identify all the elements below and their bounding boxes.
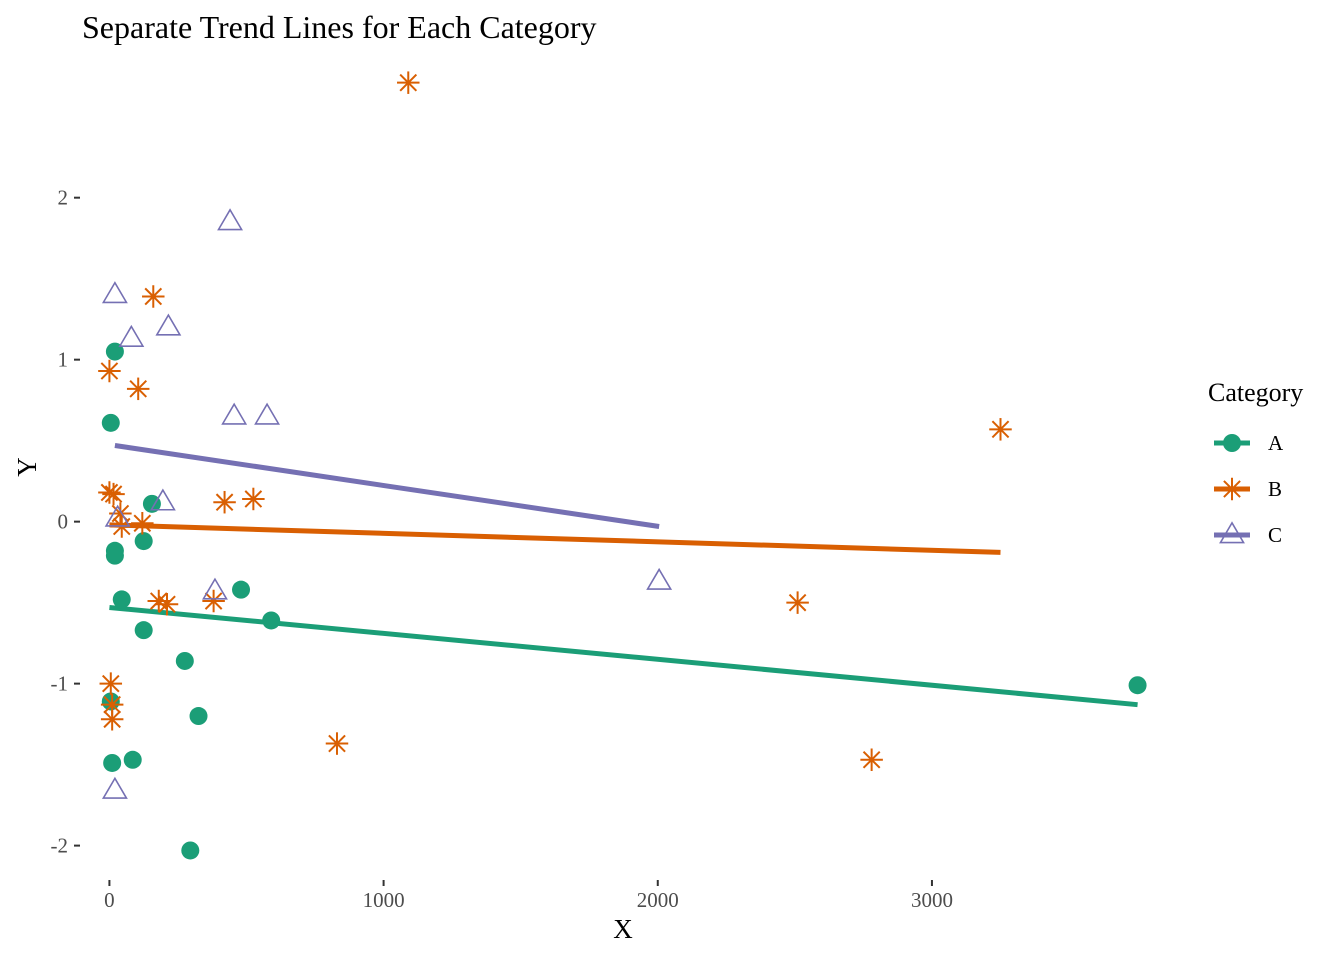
point-a	[262, 611, 281, 630]
point-c	[118, 324, 145, 347]
point-c	[221, 402, 248, 425]
legend-label: A	[1268, 431, 1284, 455]
point-b	[126, 377, 150, 401]
point-b	[98, 359, 121, 383]
chart-title: Separate Trend Lines for Each Category	[82, 9, 597, 45]
point-b	[155, 593, 179, 616]
point-b	[989, 418, 1012, 441]
point-a	[189, 707, 208, 726]
point-a	[105, 342, 124, 361]
legend-key-marker	[1223, 434, 1241, 452]
x-axis-title: X	[613, 914, 633, 944]
point-a	[101, 413, 120, 432]
x-tick-label: 3000	[911, 888, 953, 912]
trend-line-c	[114, 443, 660, 529]
point-a	[103, 753, 122, 772]
point-a	[181, 841, 200, 860]
legend-item-a: A	[1214, 431, 1284, 455]
point-c	[104, 504, 131, 527]
point-b	[213, 490, 236, 514]
y-tick-label: -2	[51, 834, 69, 858]
y-tick-label: 2	[58, 186, 69, 210]
point-c	[254, 402, 281, 425]
legend-item-c: C	[1214, 521, 1282, 547]
legend-item-b: B	[1214, 477, 1282, 501]
point-c	[149, 488, 176, 511]
point-a	[142, 494, 161, 513]
point-b	[397, 71, 420, 94]
legend-label: B	[1268, 477, 1282, 501]
y-tick-label: 1	[58, 348, 69, 372]
point-a	[105, 546, 124, 565]
point-a	[175, 651, 194, 670]
y-axis: -2 -1 0 1 2	[51, 186, 80, 858]
point-c	[101, 776, 128, 799]
point-a	[134, 532, 153, 551]
point-b	[860, 748, 883, 772]
trend-lines	[109, 443, 1138, 708]
point-a	[134, 621, 153, 640]
point-b	[131, 512, 154, 535]
point-b	[99, 672, 123, 695]
legend-key-marker	[1219, 521, 1245, 544]
trend-line-a	[109, 605, 1138, 708]
point-a	[123, 750, 142, 769]
point-b	[786, 591, 809, 614]
legend-title: Category	[1208, 378, 1303, 407]
x-axis: 0 1000 2000 3000	[104, 880, 953, 912]
point-c	[101, 281, 128, 304]
point-b	[100, 708, 124, 731]
x-tick-label: 0	[104, 888, 115, 912]
y-tick-label: -1	[51, 672, 69, 696]
point-c	[217, 208, 243, 231]
point-b	[142, 285, 165, 308]
legend: Category ABC	[1208, 378, 1303, 547]
y-axis-title: Y	[12, 457, 42, 477]
point-c	[155, 313, 182, 336]
point-b	[98, 481, 121, 504]
point-b	[325, 732, 349, 755]
legend-key-marker	[1220, 477, 1244, 501]
point-a	[101, 692, 120, 711]
point-a	[232, 580, 251, 599]
y-tick-label: 0	[58, 510, 69, 534]
trend-line-b	[109, 522, 1001, 555]
point-a	[112, 590, 131, 609]
point-b	[202, 589, 225, 613]
point-b	[242, 487, 265, 511]
legend-label: C	[1268, 523, 1282, 547]
point-a	[1128, 676, 1147, 695]
point-b	[102, 482, 125, 506]
data-points	[98, 71, 1147, 860]
point-c	[646, 567, 673, 590]
x-tick-label: 1000	[363, 888, 405, 912]
point-c	[202, 577, 228, 600]
x-tick-label: 2000	[637, 888, 679, 912]
